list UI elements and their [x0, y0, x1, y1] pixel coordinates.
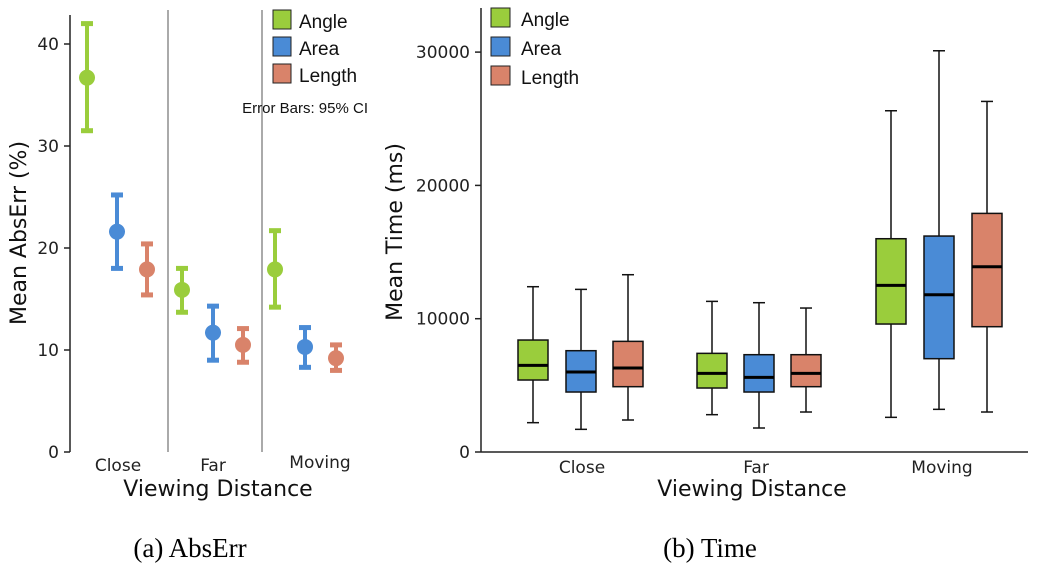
- mean-marker: [267, 261, 283, 277]
- time-box-angle-close: [518, 287, 548, 423]
- time-box-area-far: [744, 303, 774, 428]
- time-legend-label-length: Length: [521, 68, 579, 89]
- time-chart: 0 10000 20000 30000 Close Far Moving Viewin…: [383, 8, 1028, 563]
- mean-marker: [235, 337, 251, 353]
- mean-marker: [139, 261, 155, 277]
- box-iqr: [613, 341, 643, 386]
- time-box-length-far: [791, 308, 821, 412]
- abserr-y-tick-label: 10: [37, 341, 59, 361]
- mean-marker: [109, 224, 125, 240]
- box-iqr: [972, 213, 1002, 326]
- abserr-point-area-close: [109, 195, 125, 268]
- abserr-y-axis-label: Mean AbsErr (%): [7, 141, 32, 325]
- time-x-tick-close: Close: [559, 458, 605, 478]
- abserr-y-tick-label: 30: [37, 137, 59, 157]
- box-iqr: [924, 236, 954, 359]
- abserr-point-length-moving: [328, 345, 344, 371]
- abserr-y-tick-label: 0: [48, 443, 59, 463]
- abserr-legend-swatch-angle: [273, 10, 291, 29]
- mean-marker: [205, 325, 221, 341]
- time-box-length-close: [613, 275, 643, 420]
- time-y-tick-label: 20000: [416, 176, 470, 196]
- abserr-point-length-far: [235, 329, 251, 363]
- time-legend-label-angle: Angle: [521, 10, 570, 31]
- abserr-y-tick-label: 20: [37, 239, 59, 259]
- mean-marker: [297, 339, 313, 355]
- box-iqr: [876, 239, 906, 324]
- abserr-point-angle-moving: [267, 231, 283, 308]
- abserr-chart: 0 10 20 30 40 Close Far Moving Viewing Dista…: [7, 10, 368, 563]
- time-caption: (b) Time: [663, 533, 757, 563]
- time-legend-swatch-angle: [491, 8, 510, 27]
- time-box-length-moving: [972, 101, 1002, 412]
- abserr-point-angle-close: [79, 24, 95, 131]
- time-x-tick-far: Far: [743, 458, 769, 478]
- abserr-x-tick-far: Far: [200, 456, 226, 476]
- time-y-tick-label: 30000: [416, 43, 470, 63]
- abserr-x-axis-label: Viewing Distance: [123, 477, 312, 502]
- abserr-point-angle-far: [174, 268, 190, 312]
- mean-marker: [79, 70, 95, 86]
- time-x-tick-moving: Moving: [911, 458, 972, 478]
- time-legend-label-area: Area: [521, 39, 562, 60]
- abserr-legend-swatch-area: [273, 37, 291, 56]
- time-box-angle-far: [697, 301, 727, 414]
- abserr-caption: (a) AbsErr: [133, 533, 246, 563]
- box-iqr: [791, 355, 821, 387]
- abserr-point-area-far: [205, 306, 221, 360]
- abserr-legend-swatch-length: [273, 64, 291, 83]
- time-y-tick-label: 10000: [416, 310, 470, 330]
- time-x-axis-label: Viewing Distance: [657, 477, 846, 502]
- box-iqr: [744, 355, 774, 392]
- time-box-angle-moving: [876, 111, 906, 418]
- time-legend-swatch-length: [491, 66, 510, 85]
- abserr-x-tick-close: Close: [95, 456, 141, 476]
- abserr-annotation: Error Bars: 95% CI: [242, 100, 368, 117]
- mean-marker: [174, 282, 190, 298]
- box-iqr: [697, 353, 727, 388]
- time-box-area-close: [566, 289, 596, 429]
- time-y-axis-label: Mean Time (ms): [383, 143, 408, 321]
- box-iqr: [518, 340, 548, 380]
- abserr-x-tick-moving: Moving: [289, 453, 350, 473]
- mean-marker: [328, 350, 344, 366]
- abserr-legend-label-area: Area: [299, 39, 340, 60]
- abserr-legend-label-angle: Angle: [299, 12, 348, 33]
- time-y-tick-label: 0: [459, 443, 470, 463]
- abserr-y-tick-label: 40: [37, 35, 59, 55]
- time-box-area-moving: [924, 51, 954, 410]
- abserr-point-area-moving: [297, 328, 313, 368]
- abserr-legend-label-length: Length: [299, 66, 357, 87]
- abserr-point-length-close: [139, 244, 155, 295]
- time-legend-swatch-area: [491, 37, 510, 56]
